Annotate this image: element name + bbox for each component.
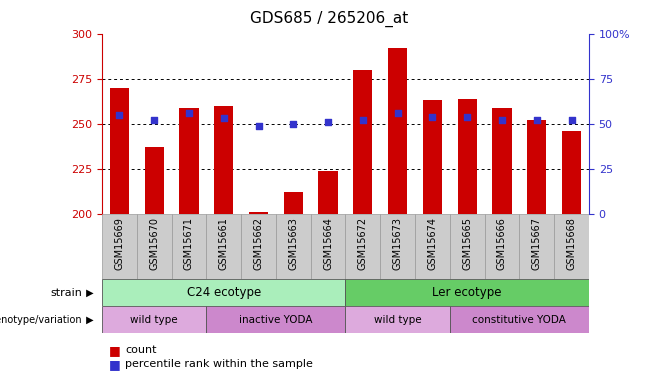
Text: GSM15670: GSM15670 bbox=[149, 217, 159, 270]
Bar bbox=[353, 70, 372, 214]
Text: genotype/variation: genotype/variation bbox=[0, 315, 82, 325]
Text: GSM15664: GSM15664 bbox=[323, 217, 333, 270]
Point bbox=[288, 121, 299, 127]
Text: C24 ecotype: C24 ecotype bbox=[187, 286, 261, 299]
Text: inactive YODA: inactive YODA bbox=[239, 315, 313, 325]
Bar bbox=[457, 99, 477, 214]
Text: GSM15666: GSM15666 bbox=[497, 217, 507, 270]
Text: GDS685 / 265206_at: GDS685 / 265206_at bbox=[250, 11, 408, 27]
Point bbox=[253, 123, 264, 129]
Bar bbox=[214, 106, 234, 214]
Bar bbox=[110, 88, 129, 214]
Point bbox=[218, 116, 229, 122]
Bar bbox=[527, 120, 546, 214]
Bar bbox=[492, 108, 511, 214]
Bar bbox=[318, 171, 338, 214]
Bar bbox=[102, 279, 345, 306]
Text: strain: strain bbox=[51, 288, 82, 298]
Point bbox=[114, 112, 124, 118]
Bar bbox=[562, 131, 581, 214]
Point bbox=[532, 117, 542, 123]
Bar bbox=[519, 214, 554, 279]
Bar bbox=[241, 214, 276, 279]
Point bbox=[357, 117, 368, 123]
Point bbox=[392, 110, 403, 116]
Text: GSM15661: GSM15661 bbox=[218, 217, 229, 270]
Text: GSM15663: GSM15663 bbox=[288, 217, 298, 270]
Bar bbox=[249, 212, 268, 214]
Text: wild type: wild type bbox=[130, 315, 178, 325]
Bar bbox=[207, 214, 241, 279]
Text: GSM15669: GSM15669 bbox=[114, 217, 124, 270]
Text: ▶: ▶ bbox=[83, 288, 93, 298]
Point bbox=[149, 117, 159, 123]
Bar bbox=[137, 214, 172, 279]
Bar bbox=[276, 214, 311, 279]
Text: constitutive YODA: constitutive YODA bbox=[472, 315, 567, 325]
Text: GSM15667: GSM15667 bbox=[532, 217, 542, 270]
Bar bbox=[102, 306, 207, 333]
Bar bbox=[423, 100, 442, 214]
Bar bbox=[207, 306, 345, 333]
Text: GSM15665: GSM15665 bbox=[462, 217, 472, 270]
Bar bbox=[284, 192, 303, 214]
Bar bbox=[345, 214, 380, 279]
Bar bbox=[102, 214, 137, 279]
Bar bbox=[345, 306, 450, 333]
Point bbox=[497, 117, 507, 123]
Bar bbox=[145, 147, 164, 214]
Text: count: count bbox=[125, 345, 157, 355]
Point bbox=[427, 114, 438, 120]
Bar bbox=[415, 214, 450, 279]
Text: ■: ■ bbox=[109, 344, 120, 357]
Text: Ler ecotype: Ler ecotype bbox=[432, 286, 502, 299]
Bar bbox=[450, 306, 589, 333]
Point bbox=[462, 114, 472, 120]
Bar bbox=[484, 214, 519, 279]
Point bbox=[567, 117, 577, 123]
Text: ■: ■ bbox=[109, 358, 120, 370]
Text: GSM15673: GSM15673 bbox=[393, 217, 403, 270]
Bar bbox=[450, 214, 484, 279]
Text: GSM15671: GSM15671 bbox=[184, 217, 194, 270]
Text: GSM15662: GSM15662 bbox=[253, 217, 263, 270]
Point bbox=[184, 110, 194, 116]
Text: wild type: wild type bbox=[374, 315, 421, 325]
Bar bbox=[554, 214, 589, 279]
Text: GSM15668: GSM15668 bbox=[567, 217, 576, 270]
Text: ▶: ▶ bbox=[83, 315, 93, 325]
Bar bbox=[380, 214, 415, 279]
Bar bbox=[388, 48, 407, 214]
Text: GSM15672: GSM15672 bbox=[358, 217, 368, 270]
Bar bbox=[311, 214, 345, 279]
Bar bbox=[172, 214, 207, 279]
Bar bbox=[345, 279, 589, 306]
Text: percentile rank within the sample: percentile rank within the sample bbox=[125, 359, 313, 369]
Point bbox=[323, 119, 334, 125]
Bar bbox=[180, 108, 199, 214]
Text: GSM15674: GSM15674 bbox=[428, 217, 438, 270]
